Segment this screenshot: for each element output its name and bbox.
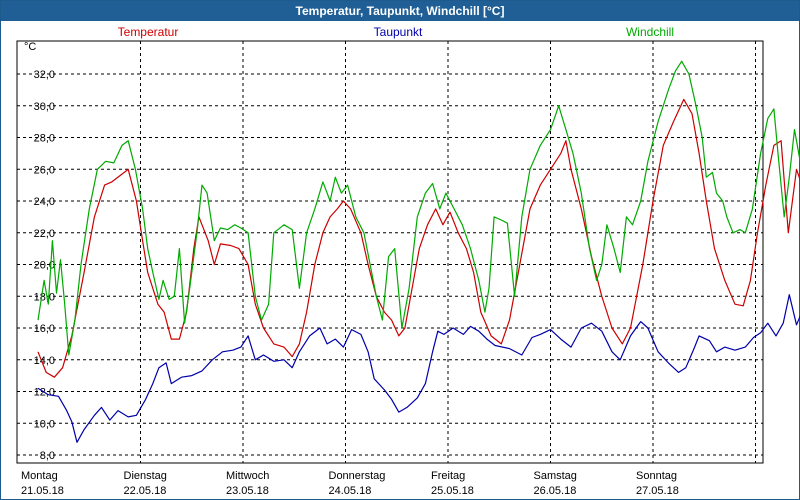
plot-area-border (16, 40, 764, 464)
y-tick-label: 18,0 (34, 291, 55, 303)
x-tick-day: Donnerstag (329, 470, 386, 482)
y-tick-label: 26,0 (34, 164, 55, 176)
y-tick-label: 28,0 (34, 133, 55, 145)
x-tick-date: 23.05.18 (226, 485, 269, 497)
x-tick-date: 27.05.18 (636, 485, 679, 497)
series-line-temperatur (37, 98, 800, 378)
legend-windchill: Windchill (626, 25, 674, 39)
x-tick-day: Samstag (534, 470, 577, 482)
x-tick-day: Montag (21, 470, 58, 482)
x-tick-date: 21.05.18 (21, 485, 64, 497)
y-tick-label: 30,0 (34, 101, 55, 113)
x-tick-day: Sonntag (636, 470, 677, 482)
x-tick-day: Freitag (431, 470, 465, 482)
series-line-taupunkt (37, 294, 800, 443)
legend: Temperatur Taupunkt Windchill (118, 25, 674, 39)
y-axis-ticks: 8,010,012,014,016,018,020,022,024,026,02… (34, 69, 55, 462)
y-tick-label: 16,0 (34, 323, 55, 335)
y-tick-label: 24,0 (34, 196, 55, 208)
x-tick-date: 25.05.18 (431, 485, 474, 497)
x-tick-day: Dienstag (124, 470, 167, 482)
x-tick-day: Mittwoch (226, 470, 269, 482)
legend-taupunkt: Taupunkt (374, 25, 423, 39)
y-tick-label: 8,0 (40, 450, 55, 462)
y-tick-label: 14,0 (34, 355, 55, 367)
y-axis-unit-label: °C (24, 41, 36, 53)
x-tick-date: 22.05.18 (124, 485, 167, 497)
y-tick-label: 20,0 (34, 260, 55, 272)
series-lines (37, 60, 800, 443)
series-line-windchill (37, 60, 800, 356)
y-tick-label: 10,0 (34, 418, 55, 430)
grid-lines (17, 41, 763, 463)
legend-temperatur: Temperatur (118, 25, 179, 39)
chart-title: Temperatur, Taupunkt, Windchill [°C] (1, 1, 799, 21)
y-tick-label: 22,0 (34, 228, 55, 240)
x-tick-date: 24.05.18 (329, 485, 372, 497)
x-axis-ticks: Montag 21.05.18 Dienstag 22.05.18 Mittwoch 23… (21, 470, 679, 497)
x-tick-date: 26.05.18 (534, 485, 577, 497)
y-tick-label: 32,0 (34, 69, 55, 81)
